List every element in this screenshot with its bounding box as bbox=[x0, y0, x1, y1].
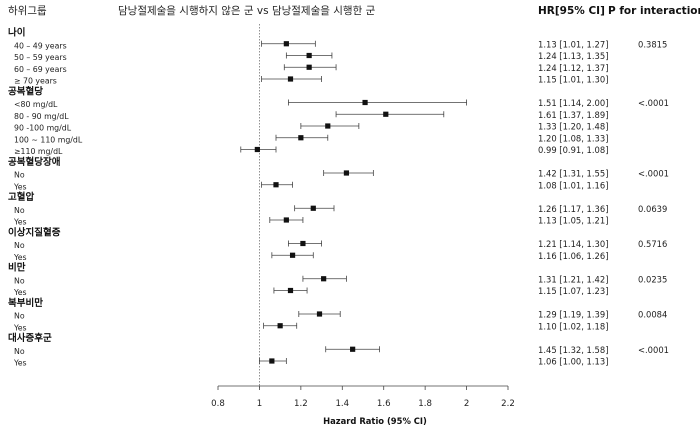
subgroup-label: No bbox=[14, 312, 25, 321]
subgroup-label: <80 mg/dL bbox=[14, 100, 58, 109]
hr-point bbox=[287, 76, 294, 82]
header-hr: HR[95% CI] bbox=[538, 5, 605, 17]
subgroup-label: ≥110 mg/dL bbox=[14, 147, 63, 156]
header-comparison: 담낭절제술을 시행하지 않은 군 vs 담낭절제술을 시행한 군 bbox=[118, 4, 376, 17]
hr-point bbox=[306, 52, 312, 59]
subgroup-label: No bbox=[14, 206, 25, 215]
group-label: 이상지질혈증 bbox=[8, 226, 61, 238]
p-interaction-value: 0.5716 bbox=[638, 239, 667, 249]
hr-ci-text: 1.06 [1.00, 1.13] bbox=[538, 357, 608, 367]
p-interaction-value: <.0001 bbox=[638, 345, 669, 355]
p-interaction-value: 0.0639 bbox=[638, 204, 667, 214]
hr-point bbox=[289, 252, 296, 258]
hr-ci-text: 1.16 [1.06, 1.26] bbox=[538, 251, 608, 261]
x-tick-label: 1.4 bbox=[335, 399, 349, 409]
hr-point bbox=[310, 205, 316, 211]
hr-ci-text: 1.15 [1.01, 1.30] bbox=[538, 75, 608, 85]
hr-point bbox=[283, 41, 289, 47]
hr-point bbox=[300, 240, 306, 247]
hr-ci-text: 1.13 [1.01, 1.27] bbox=[538, 39, 608, 49]
hr-ci-text: 1.42 [1.31, 1.55] bbox=[538, 169, 608, 179]
x-tick-label: 1.8 bbox=[418, 399, 432, 409]
hr-point bbox=[343, 170, 350, 176]
subgroup-label: Yes bbox=[13, 359, 27, 368]
subgroup-label: No bbox=[14, 241, 25, 250]
hr-ci-text: 1.21 [1.14, 1.30] bbox=[538, 239, 608, 249]
subgroup-label: Yes bbox=[13, 182, 27, 191]
hr-ci-text: 1.51 [1.14, 2.00] bbox=[538, 98, 608, 108]
x-tick-label: 0.8 bbox=[211, 399, 225, 409]
group-label: 복부비만 bbox=[8, 297, 43, 309]
subgroup-label: No bbox=[14, 171, 25, 180]
subgroup-label: 40 – 49 years bbox=[14, 41, 67, 50]
hr-ci-text: 1.24 [1.12, 1.37] bbox=[538, 63, 608, 73]
hr-ci-text: 1.24 [1.13, 1.35] bbox=[538, 51, 608, 61]
hr-point bbox=[321, 276, 327, 282]
hr-point bbox=[273, 182, 279, 188]
subgroup-label: Yes bbox=[13, 323, 27, 332]
subgroup-label: 60 – 69 years bbox=[14, 65, 67, 74]
hr-ci-text: 1.61 [1.37, 1.89] bbox=[538, 110, 608, 120]
p-interaction-value: <.0001 bbox=[638, 169, 669, 179]
subgroup-label: 90 -100 mg/dL bbox=[14, 124, 72, 133]
hr-ci-text: 1.15 [1.07, 1.23] bbox=[538, 286, 608, 296]
p-interaction-value: 0.0084 bbox=[638, 310, 667, 320]
hr-point bbox=[269, 358, 275, 364]
group-label: 대사증후군 bbox=[8, 332, 52, 344]
p-interaction-value: <.0001 bbox=[638, 98, 669, 108]
subgroup-label: 50 – 59 years bbox=[14, 53, 67, 62]
hr-ci-text: 1.08 [1.01, 1.16] bbox=[538, 180, 608, 190]
hr-point bbox=[277, 323, 283, 329]
subgroup-label: Yes bbox=[13, 253, 27, 262]
x-tick-label: 2.2 bbox=[501, 399, 515, 409]
hr-ci-text: 1.26 [1.17, 1.36] bbox=[538, 204, 608, 214]
hr-ci-text: 1.33 [1.20, 1.48] bbox=[538, 122, 608, 132]
hr-point bbox=[325, 123, 331, 129]
hr-ci-text: 1.13 [1.05, 1.21] bbox=[538, 216, 608, 226]
x-tick-label: 2 bbox=[464, 399, 469, 409]
hr-point bbox=[287, 287, 294, 294]
p-interaction-value: 0.0235 bbox=[638, 274, 667, 284]
subgroup-label: No bbox=[14, 276, 25, 285]
subgroup-label: 80 - 90 mg/dL bbox=[14, 112, 69, 121]
header-p-interaction: P for interaction bbox=[608, 5, 700, 17]
group-label: 나이 bbox=[8, 27, 25, 39]
subgroup-label: ≥ 70 years bbox=[14, 77, 57, 86]
hr-point bbox=[316, 311, 323, 317]
hr-ci-text: 1.29 [1.19, 1.39] bbox=[538, 310, 608, 320]
hr-point bbox=[362, 99, 368, 106]
hr-point bbox=[283, 217, 289, 223]
x-axis-label: Hazard Ratio (95% CI) bbox=[323, 416, 427, 426]
subgroup-label: 100 ~ 110 mg/dL bbox=[14, 135, 83, 144]
hr-ci-text: 0.99 [0.91, 1.08] bbox=[538, 145, 608, 155]
hr-point bbox=[383, 111, 389, 117]
hr-point bbox=[298, 135, 304, 141]
p-interaction-value: 0.3815 bbox=[638, 39, 667, 49]
hr-point bbox=[350, 346, 356, 352]
subgroup-label: No bbox=[14, 347, 25, 356]
forest-rows: 나이 40 – 49 years 1.13 [1.01, 1.27] 0.3815 50… bbox=[8, 24, 669, 388]
hr-ci-text: 1.45 [1.32, 1.58] bbox=[538, 345, 608, 355]
x-tick-label: 1.6 bbox=[377, 399, 391, 409]
subgroup-label: Yes bbox=[13, 288, 27, 297]
hr-ci-text: 1.31 [1.21, 1.42] bbox=[538, 274, 608, 284]
header-subgroup: 하위그룹 bbox=[8, 4, 47, 17]
group-label: 비만 bbox=[8, 262, 26, 274]
subgroup-label: Yes bbox=[13, 218, 27, 227]
hr-point bbox=[254, 146, 260, 153]
x-axis: 0.8 1 1.2 1.4 1.6 1.8 2 2.2 bbox=[211, 385, 515, 409]
group-label: 공복혈당장애 bbox=[8, 156, 60, 168]
hr-point bbox=[306, 64, 312, 70]
group-label: 고혈압 bbox=[8, 191, 34, 203]
x-tick-label: 1.2 bbox=[294, 399, 308, 409]
x-tick-label: 1 bbox=[257, 399, 262, 409]
group-label: 공복혈당 bbox=[8, 85, 43, 97]
hr-ci-text: 1.20 [1.08, 1.33] bbox=[538, 133, 608, 143]
hr-ci-text: 1.10 [1.02, 1.18] bbox=[538, 321, 608, 331]
